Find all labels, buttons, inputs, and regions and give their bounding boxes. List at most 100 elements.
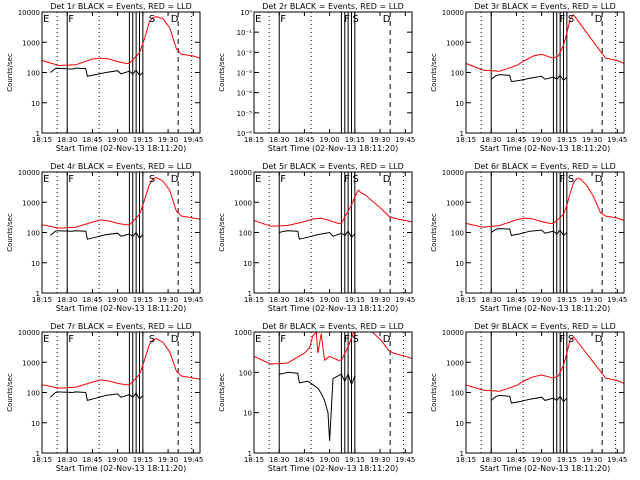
event-marker-d: D: [383, 174, 391, 185]
y-axis-label: Counts/sec: [430, 213, 438, 252]
x-tick-label: 19:45: [183, 136, 203, 144]
x-tick-label: 19:30: [582, 136, 602, 144]
y-tick-label: 10⁰: [240, 9, 252, 17]
y-tick-label: 10⁻¹: [237, 29, 253, 37]
x-tick-label: 19:15: [345, 296, 365, 304]
event-marker-e: E: [255, 174, 261, 185]
y-tick-label: 1: [36, 450, 40, 458]
x-tick-label: 19:15: [133, 136, 153, 144]
plot-frame: [465, 331, 625, 454]
event-marker-d: D: [595, 14, 603, 25]
x-tick-label: 18:30: [481, 296, 501, 304]
series-line-events: [50, 67, 144, 77]
series-line-events: [50, 230, 144, 240]
event-marker-s: S: [149, 334, 155, 345]
y-tick-label: 100: [27, 230, 40, 238]
panel-title: Det 4r BLACK = Events, RED = LLD: [50, 162, 192, 171]
event-marker-d: D: [595, 334, 603, 345]
plot-frame: [253, 11, 413, 134]
y-axis-label: Counts/sec: [218, 373, 226, 412]
y-tick-label: 10000: [18, 9, 40, 17]
series-line-lld: [466, 335, 624, 392]
plot-area: SFE D: [42, 12, 200, 133]
y-tick-label: 1000: [22, 199, 40, 207]
x-tick-label: 19:30: [370, 456, 390, 464]
x-tick-label: 18:45: [506, 136, 526, 144]
x-tick-label: 19:15: [345, 136, 365, 144]
plot-frame: [253, 331, 413, 454]
event-marker-f: F: [280, 174, 286, 185]
y-axis-label: Counts/sec: [430, 373, 438, 412]
x-tick-label: 18:30: [269, 296, 289, 304]
y-tick-label: 10: [243, 410, 252, 418]
event-marker-f: F: [280, 14, 286, 25]
y-tick-label: 1000: [22, 39, 40, 47]
y-tick-label: 1000: [446, 359, 464, 367]
x-tick-label: 18:45: [294, 456, 314, 464]
plot-frame: [465, 171, 625, 294]
event-marker-s: S: [352, 174, 358, 185]
x-tick-label: 18:30: [481, 136, 501, 144]
y-tick-label: 10⁻³: [237, 70, 253, 78]
series-line-events: [279, 230, 356, 240]
event-marker-s: S: [568, 14, 574, 25]
y-tick-label: 10⁻²: [237, 49, 253, 57]
x-axis-label: Start Time (02-Nov-13 18:11:20): [56, 144, 186, 153]
x-tick-label: 18:30: [269, 136, 289, 144]
y-tick-label: 10: [31, 420, 40, 428]
y-tick-label: 1: [36, 130, 40, 138]
y-tick-label: 10000: [230, 169, 252, 177]
x-axis-label: Start Time (02-Nov-13 18:11:20): [268, 144, 398, 153]
x-tick-label: 19:15: [557, 296, 577, 304]
event-marker-e: E: [43, 14, 49, 25]
x-tick-label: 19:15: [133, 456, 153, 464]
panel-title: Det 5r BLACK = Events, RED = LLD: [262, 162, 404, 171]
panel-title: Det 7r BLACK = Events, RED = LLD: [50, 322, 192, 331]
event-marker-f: F: [344, 14, 350, 25]
event-marker-d: D: [171, 14, 179, 25]
event-marker-f: F: [68, 174, 74, 185]
event-marker-d: D: [171, 174, 179, 185]
chart-panel-9: F S D Det 9r BLACK = Events, RED = LLD 1 10 10…: [430, 322, 627, 473]
event-marker-f: F: [68, 14, 74, 25]
event-marker-s: S: [352, 14, 358, 25]
x-tick-label: 19:00: [532, 296, 552, 304]
x-axis-label: Start Time (02-Nov-13 18:11:20): [480, 144, 610, 153]
series-line-events: [50, 391, 144, 402]
y-tick-label: 10000: [18, 329, 40, 337]
x-axis-label: Start Time (02-Nov-13 18:11:20): [480, 304, 610, 313]
x-tick-label: 18:45: [506, 296, 526, 304]
y-tick-label: 1: [36, 290, 40, 298]
y-tick-label: 10000: [442, 9, 464, 17]
x-tick-label: 19:45: [395, 456, 415, 464]
y-tick-label: 100: [239, 230, 252, 238]
x-tick-label: 19:00: [320, 296, 340, 304]
y-tick-label: 10: [31, 260, 40, 268]
x-tick-label: 19:45: [395, 136, 415, 144]
event-marker-f: F: [68, 334, 74, 345]
y-tick-label: 10000: [442, 329, 464, 337]
y-tick-label: 10: [31, 100, 40, 108]
x-tick-label: 19:45: [183, 456, 203, 464]
x-tick-label: 18:45: [82, 296, 102, 304]
x-axis-label: Start Time (02-Nov-13 18:11:20): [56, 464, 186, 473]
x-tick-label: 18:45: [82, 136, 102, 144]
x-tick-label: 18:15: [244, 456, 264, 464]
x-tick-label: 19:15: [133, 296, 153, 304]
y-tick-label: 10000: [442, 169, 464, 177]
event-marker-s: S: [149, 174, 155, 185]
x-tick-label: 19:45: [607, 296, 627, 304]
y-tick-label: 10⁻⁵: [237, 110, 253, 118]
y-tick-label: 10000: [18, 169, 40, 177]
x-tick-label: 18:30: [57, 136, 77, 144]
series-line-lld: [42, 16, 200, 67]
x-tick-label: 19:45: [607, 136, 627, 144]
y-tick-label: 1000: [446, 199, 464, 207]
